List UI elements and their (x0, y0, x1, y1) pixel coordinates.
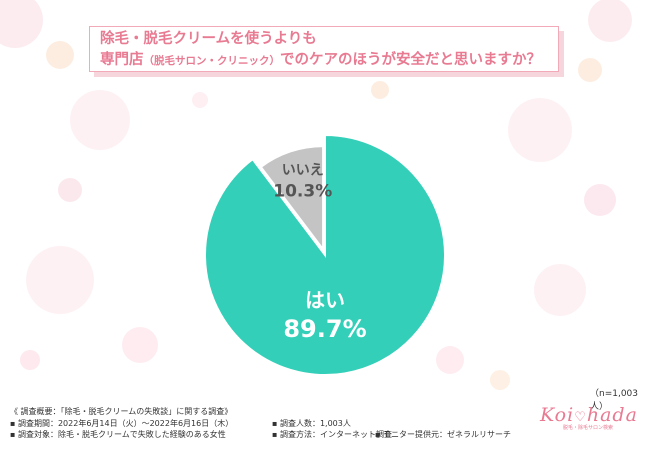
logo-tagline: 脱毛・除毛サロン検索 (562, 425, 613, 431)
title-line-2-small: （脱毛サロン・クリニック） (143, 55, 281, 67)
pie-label-no: いいえ (282, 163, 324, 179)
survey-period: ▪ 調査期間：2022年6月14日（火）～2022年6月16日（木） (10, 418, 234, 428)
title-line-2-pre: 専門店 (100, 52, 144, 68)
question-title: 除毛・脱毛クリームを使うよりも 専門店（脱毛サロン・クリニック）でのケアのほうが… (89, 26, 559, 72)
pie-label-yes: はい (305, 288, 345, 312)
logo-left: Koi (540, 404, 575, 426)
koihada-logo: Koi♡hada 脱毛・除毛サロン検索 (540, 404, 638, 440)
survey-count: ▪ 調査人数：1,003人 (272, 418, 351, 428)
title-line-1: 除毛・脱毛クリームを使うよりも (100, 31, 317, 47)
survey-heading: 《 調査概要：「除毛・脱毛クリームの失敗談」に関する調査》 (10, 407, 233, 416)
survey-period-row: ▪ 調査期間：2022年6月14日（火）～2022年6月16日（木） ▪ 調査人… (10, 418, 530, 430)
survey-provider: ▪ モニター提供元：ゼネラルリサーチ (375, 430, 511, 439)
pie-slice-no (259, 145, 325, 253)
survey-method: ▪ 調査方法：インターネット調査 (272, 430, 392, 439)
sample-size: （n=1,003人） (590, 389, 639, 412)
logo-right: hada (586, 404, 638, 426)
survey-target-row: ▪ 調査対象：除毛・脱毛クリームで失敗した経験のある女性 ▪ 調査方法：インター… (10, 429, 530, 441)
pie-value-yes: 89.7% (283, 315, 366, 343)
pie-value-no: 10.3% (273, 182, 332, 202)
title-line-2: 専門店（脱毛サロン・クリニック）でのケアのほうが安全だと思いますか？ (100, 50, 558, 72)
logo-wordmark: Koi♡hada (540, 404, 638, 426)
pie-slice-yes (204, 133, 446, 376)
survey-target: ▪ 調査対象：除毛・脱毛クリームで失敗した経験のある女性 (10, 430, 226, 439)
survey-overview: 《 調査概要：「除毛・脱毛クリームの失敗談」に関する調査》 ▪ 調査期間：202… (10, 406, 530, 441)
title-line-2-post: でのケアのほうが安全だと思いますか？ (280, 52, 541, 68)
heart-icon: ♡ (574, 410, 587, 425)
